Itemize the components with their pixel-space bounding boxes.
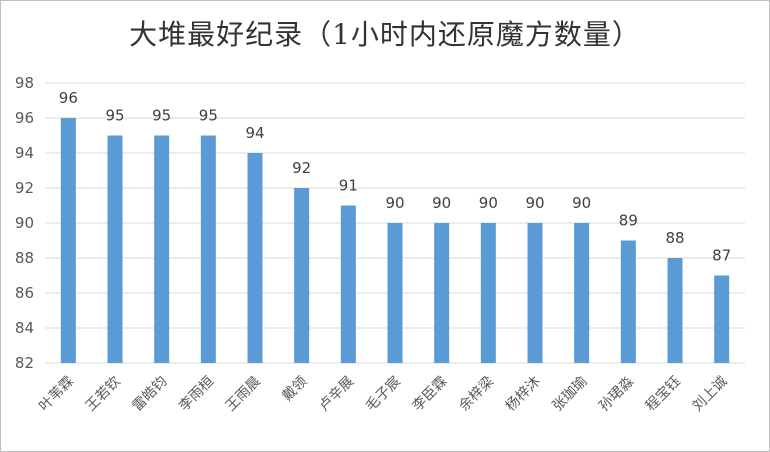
bar xyxy=(620,240,636,363)
data-label: 95 xyxy=(105,107,124,125)
bar xyxy=(107,135,123,363)
data-label: 96 xyxy=(59,89,78,107)
bar xyxy=(527,223,543,363)
data-label: 90 xyxy=(385,194,404,212)
x-axis-ticks: 叶苇霖 王若钦 雷皓钧 李雨桓 王雨晨 戴领 卢辛展 毛子宸 李臣霖 余梓梁 杨梓沐 张珈瑜 孙珺淼 程宝… xyxy=(36,373,730,415)
y-tick-label: 82 xyxy=(15,354,34,372)
data-label: 94 xyxy=(245,124,264,142)
x-tick-label: 王雨晨 xyxy=(223,374,264,415)
x-tick-label: 毛子宸 xyxy=(362,373,404,415)
data-label: 90 xyxy=(525,194,544,212)
bar xyxy=(574,223,590,363)
y-tick-label: 88 xyxy=(15,249,34,267)
chart-title: 大堆最好纪录（1小时内还原魔方数量） xyxy=(129,18,641,51)
bar xyxy=(340,205,356,363)
x-tick-label: 叶苇霖 xyxy=(36,374,77,415)
data-label: 95 xyxy=(152,107,171,125)
x-tick-label: 李臣霖 xyxy=(409,374,450,415)
data-label: 92 xyxy=(292,159,311,177)
data-label: 90 xyxy=(572,194,591,212)
bar xyxy=(200,135,216,363)
y-tick-label: 98 xyxy=(15,74,34,92)
y-tick-label: 96 xyxy=(15,109,34,127)
bars xyxy=(60,118,730,363)
x-tick-label: 戴领 xyxy=(279,374,310,405)
y-tick-label: 90 xyxy=(15,214,34,232)
x-tick-label: 李雨桓 xyxy=(176,374,217,415)
bar xyxy=(247,153,263,363)
data-label: 95 xyxy=(199,107,218,125)
data-label: 87 xyxy=(712,247,731,265)
x-tick-label: 雷皓钧 xyxy=(129,374,170,415)
bar xyxy=(714,275,730,363)
bar xyxy=(154,135,170,363)
data-label: 90 xyxy=(479,194,498,212)
data-label: 88 xyxy=(665,229,684,247)
x-tick-label: 刘上诚 xyxy=(689,374,730,415)
y-tick-label: 94 xyxy=(15,144,34,162)
y-axis-ticks: 82 84 86 88 90 92 94 96 98 xyxy=(15,74,34,372)
x-tick-label: 王若钦 xyxy=(83,374,124,415)
bar xyxy=(434,223,450,363)
data-label: 90 xyxy=(432,194,451,212)
x-tick-label: 杨梓沐 xyxy=(503,374,544,415)
x-tick-label: 张珈瑜 xyxy=(549,374,590,415)
x-tick-label: 卢辛展 xyxy=(316,374,357,415)
data-label: 91 xyxy=(339,177,358,195)
y-tick-label: 84 xyxy=(15,319,34,337)
y-tick-label: 92 xyxy=(15,179,34,197)
bar xyxy=(294,188,310,363)
bar xyxy=(480,223,496,363)
x-tick-label: 程宝钰 xyxy=(643,374,684,415)
bar xyxy=(387,223,403,363)
data-label: 89 xyxy=(619,212,638,230)
bar xyxy=(60,118,76,363)
bar xyxy=(667,258,683,363)
data-labels: 96 95 95 95 94 92 91 90 90 90 90 90 89 88 87 xyxy=(59,89,731,265)
x-tick-label: 余梓梁 xyxy=(455,373,497,415)
y-tick-label: 86 xyxy=(15,284,34,302)
x-tick-label: 孙珺淼 xyxy=(596,374,637,415)
